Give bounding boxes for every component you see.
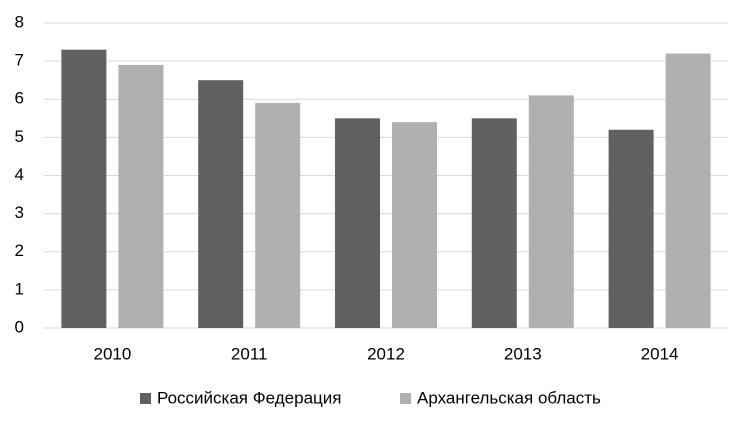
bar <box>392 122 437 328</box>
y-tick-label: 3 <box>15 203 24 222</box>
bar <box>335 118 380 328</box>
bar <box>198 80 244 328</box>
y-tick-label: 2 <box>15 241 24 260</box>
y-tick-label: 4 <box>15 165 24 184</box>
y-tick-label: 5 <box>15 127 24 146</box>
y-tick-label: 0 <box>15 317 24 336</box>
y-tick-label: 6 <box>15 89 24 108</box>
x-tick-label: 2014 <box>641 344 679 363</box>
y-tick-label: 7 <box>15 51 24 70</box>
bar <box>118 64 164 328</box>
bar <box>528 95 574 328</box>
x-tick-label: 2012 <box>367 344 405 363</box>
x-tick-label: 2011 <box>231 344 268 363</box>
bar <box>255 103 301 328</box>
bar <box>61 49 107 328</box>
legend-label: Российская Федерация <box>157 388 341 407</box>
y-tick-label: 1 <box>15 279 24 298</box>
x-tick-label: 2010 <box>93 344 131 363</box>
bar <box>665 53 711 328</box>
x-tick-label: 2013 <box>504 344 542 363</box>
y-tick-label: 8 <box>15 12 24 31</box>
legend-swatch <box>400 393 411 404</box>
bar <box>471 118 517 328</box>
legend-swatch <box>140 393 151 404</box>
bar <box>608 129 654 328</box>
legend-label: Архангельская область <box>417 388 601 407</box>
